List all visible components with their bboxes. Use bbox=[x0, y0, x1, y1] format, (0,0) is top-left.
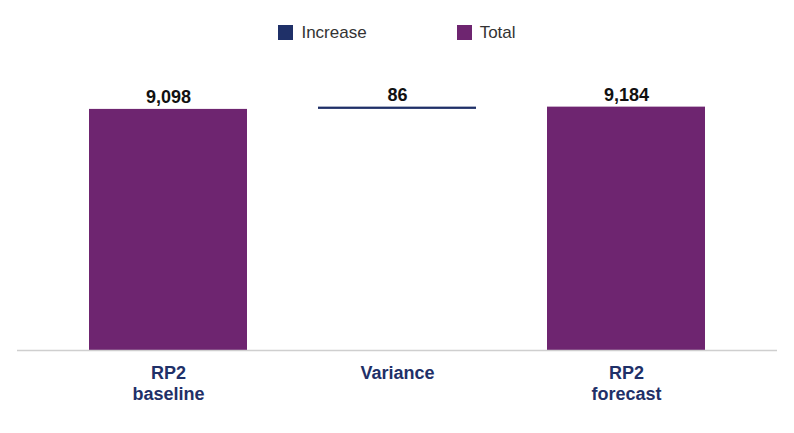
svg-text:86: 86 bbox=[387, 85, 407, 105]
svg-text:9,184: 9,184 bbox=[604, 85, 649, 105]
svg-text:Variance: Variance bbox=[360, 363, 434, 383]
svg-text:RP2forecast: RP2forecast bbox=[591, 363, 661, 404]
svg-text:9,098: 9,098 bbox=[146, 87, 191, 107]
html-text:Increase: Increase bbox=[301, 22, 367, 42]
html-text:Total: Total bbox=[479, 22, 516, 42]
svg-text:RP2baseline: RP2baseline bbox=[132, 363, 204, 404]
